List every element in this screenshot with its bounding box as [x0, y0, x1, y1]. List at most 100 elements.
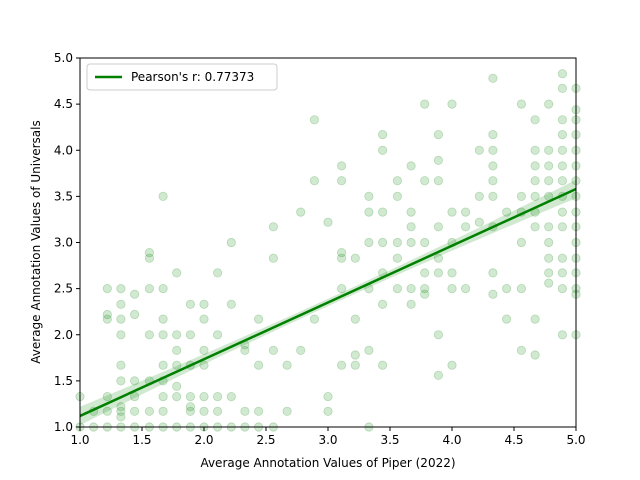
scatter-point	[530, 191, 540, 201]
scatter-point	[226, 391, 236, 402]
scatter-point	[516, 191, 527, 201]
scatter-point	[544, 145, 554, 155]
legend-entry-label: Pearson's r: 0.77373	[131, 70, 254, 84]
scatter-point	[488, 130, 498, 140]
scatter-point	[474, 145, 484, 155]
scatter-point	[530, 314, 540, 324]
scatter-point	[323, 217, 333, 227]
y-tick-label: 3.5	[54, 189, 73, 203]
scatter-point	[336, 248, 347, 258]
scatter-point	[102, 283, 112, 294]
scatter-point	[557, 176, 568, 186]
scatter-point	[420, 176, 430, 186]
x-tick-label: 2.5	[256, 433, 275, 447]
scatter-point	[433, 253, 443, 263]
y-tick-label: 1.0	[54, 420, 73, 434]
scatter-point	[226, 299, 236, 309]
scatter-point	[102, 391, 112, 402]
scatter-point	[460, 222, 471, 232]
scatter-point	[116, 412, 126, 422]
scatter-point	[172, 360, 182, 370]
scatter-point	[488, 289, 498, 299]
scatter-point	[130, 391, 140, 402]
scatter-point	[544, 268, 554, 278]
y-tick-label: 1.5	[54, 374, 73, 388]
scatter-point	[282, 360, 292, 370]
scatter-point	[116, 330, 126, 340]
scatter-point	[557, 130, 568, 140]
scatter-point	[544, 237, 554, 248]
scatter-point	[199, 345, 209, 355]
scatter-point	[185, 391, 195, 402]
scatter-point	[199, 360, 209, 370]
scatter-point	[433, 370, 443, 380]
scatter-point	[516, 345, 527, 355]
scatter-point	[185, 402, 195, 412]
scatter-point	[544, 278, 554, 288]
scatter-point	[530, 222, 540, 232]
scatter-point	[377, 237, 388, 248]
scatter-point	[158, 406, 168, 416]
scatter-point	[392, 176, 402, 186]
scatter-point	[420, 237, 430, 248]
scatter-point	[447, 360, 457, 370]
scatter-point	[406, 237, 416, 248]
scatter-point	[460, 283, 471, 294]
scatter-point	[447, 207, 457, 217]
scatter-point	[447, 99, 457, 109]
scatter-point	[350, 360, 360, 370]
x-tick-label: 1.0	[70, 433, 89, 447]
scatter-point	[116, 406, 126, 416]
scatter-point	[420, 99, 430, 109]
scatter-point	[323, 391, 333, 402]
y-tick-label: 5.0	[54, 51, 73, 65]
scatter-point	[488, 176, 498, 186]
scatter-point	[433, 176, 443, 186]
scatter-point	[199, 391, 209, 402]
scatter-point	[377, 299, 388, 309]
scatter-point	[433, 130, 443, 140]
scatter-point	[102, 309, 112, 320]
scatter-point	[530, 145, 540, 155]
scatter-point	[501, 283, 512, 294]
scatter-point	[116, 376, 126, 386]
scatter-point	[420, 283, 430, 294]
scatter-point	[240, 345, 250, 355]
scatter-point	[254, 360, 264, 370]
scatter-point	[102, 406, 112, 416]
scatter-point	[144, 330, 154, 340]
x-tick-label: 3.0	[318, 433, 337, 447]
scatter-point	[144, 253, 154, 263]
scatter-point	[474, 191, 484, 201]
scatter-point	[557, 330, 568, 340]
x-tick-label: 5.0	[566, 433, 585, 447]
scatter-point	[199, 314, 209, 324]
scatter-point	[158, 360, 168, 370]
scatter-point	[460, 207, 471, 217]
scatter-point	[364, 345, 374, 355]
scatter-point	[199, 299, 209, 309]
scatter-point	[544, 161, 554, 171]
scatter-point	[530, 176, 540, 186]
x-axis-label: Average Annotation Values of Piper (2022…	[200, 456, 455, 470]
scatter-point	[544, 99, 554, 109]
scatter-point	[144, 248, 154, 258]
scatter-point	[433, 330, 443, 340]
axes	[79, 57, 577, 428]
scatter-point	[488, 268, 498, 278]
scatter-point	[130, 376, 140, 386]
scatter-point	[488, 191, 498, 201]
scatter-point	[501, 314, 512, 324]
scatter-point	[364, 191, 374, 201]
scatter-point	[336, 283, 347, 294]
scatter-point	[116, 299, 126, 309]
scatter-point	[377, 360, 388, 370]
scatter-point	[213, 268, 223, 278]
scatter-point	[309, 176, 319, 186]
scatter-point	[392, 237, 402, 248]
scatter-point	[144, 283, 154, 294]
scatter-point	[185, 299, 195, 309]
scatter-point	[392, 283, 402, 294]
scatter-point	[544, 176, 554, 186]
